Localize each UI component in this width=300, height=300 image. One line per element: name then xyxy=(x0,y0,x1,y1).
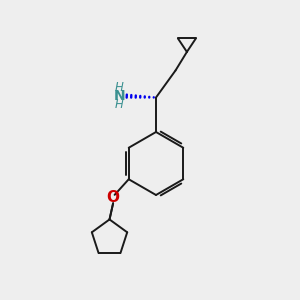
Text: O: O xyxy=(106,190,120,205)
Text: H: H xyxy=(115,98,124,111)
Text: H: H xyxy=(115,81,124,94)
Text: N: N xyxy=(113,89,125,103)
